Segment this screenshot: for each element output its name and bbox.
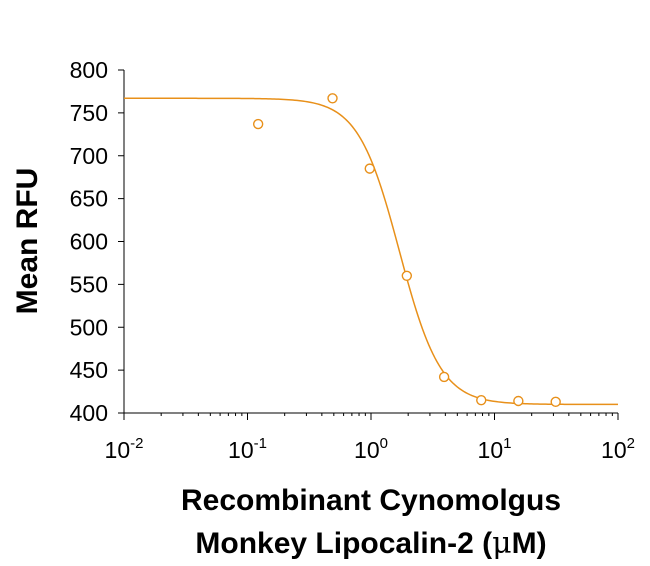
x-tick-label: 10-1 bbox=[228, 435, 267, 463]
x-tick-label: 100 bbox=[354, 435, 388, 463]
y-tick-label: 550 bbox=[70, 271, 108, 297]
x-axis-title-line2-prefix: Monkey Lipocalin-2 ( bbox=[195, 527, 492, 560]
y-tick-label: 450 bbox=[70, 357, 108, 383]
x-tick-base: 10 bbox=[105, 437, 131, 463]
x-tick-base: 10 bbox=[228, 437, 254, 463]
data-point bbox=[550, 396, 561, 408]
data-point bbox=[476, 394, 487, 406]
x-tick-exponent: 1 bbox=[503, 435, 511, 452]
x-tick-base: 10 bbox=[478, 437, 504, 463]
data-point bbox=[513, 395, 524, 407]
x-tick-base: 10 bbox=[601, 437, 627, 463]
x-tick-label: 10-2 bbox=[105, 435, 144, 463]
y-tick-label: 800 bbox=[70, 57, 108, 83]
x-axis-title-line2: Monkey Lipocalin-2 (μM) bbox=[195, 526, 546, 561]
x-axis-ticks: 10-2 10-1 100 101 102 bbox=[105, 413, 635, 463]
x-axis-title-line2-suffix: M) bbox=[512, 527, 547, 560]
data-point bbox=[252, 118, 264, 130]
x-tick-label: 101 bbox=[478, 435, 512, 463]
data-point bbox=[327, 93, 338, 104]
y-tick-label: 650 bbox=[70, 186, 108, 212]
y-axis-title: Mean RFU bbox=[11, 168, 44, 315]
x-axis-title-line1: Recombinant Cynomolgus bbox=[181, 484, 561, 517]
x-tick-label: 102 bbox=[601, 435, 635, 463]
x-tick-base: 10 bbox=[354, 437, 380, 463]
y-tick-label: 500 bbox=[70, 314, 108, 340]
x-tick-exponent: -1 bbox=[254, 435, 267, 452]
x-tick-exponent: -2 bbox=[130, 435, 143, 452]
x-tick-exponent: 2 bbox=[627, 435, 635, 452]
x-tick-exponent: 0 bbox=[380, 435, 388, 452]
y-tick-label: 600 bbox=[70, 229, 108, 255]
fit-curve-line bbox=[124, 97, 618, 406]
data-point bbox=[401, 270, 413, 281]
y-tick-label: 400 bbox=[70, 400, 108, 426]
data-points bbox=[252, 93, 561, 408]
y-tick-label: 700 bbox=[70, 143, 108, 169]
x-axis-title-mu: μ bbox=[492, 526, 512, 561]
data-point bbox=[438, 371, 450, 383]
y-tick-label: 750 bbox=[70, 100, 108, 126]
data-point bbox=[364, 163, 375, 174]
y-axis-ticks: 400 450 500 550 600 650 700 750 800 bbox=[70, 57, 124, 426]
